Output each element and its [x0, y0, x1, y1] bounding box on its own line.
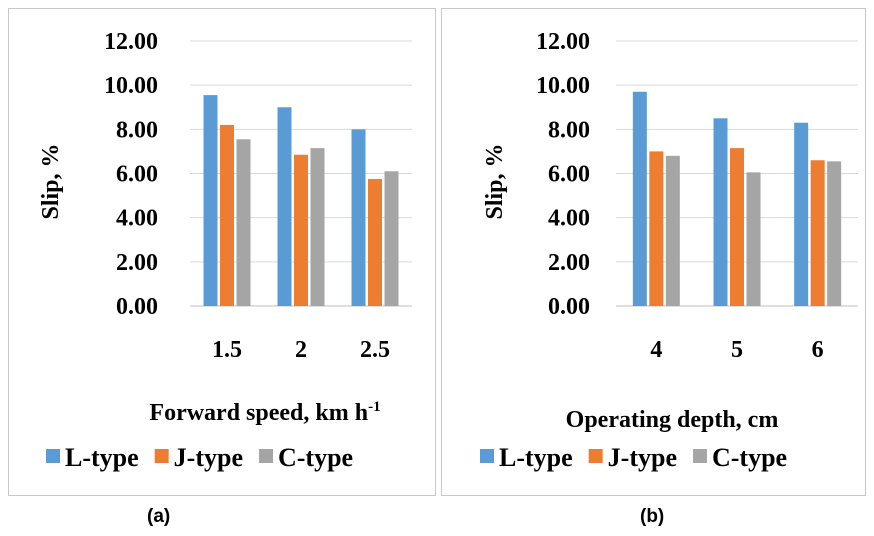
y-tick-label: 10.00 [104, 73, 158, 99]
y-tick-label: 0.00 [116, 294, 158, 320]
legend-label: J-type [174, 443, 243, 472]
bar-j-type [810, 160, 825, 306]
x-category-label: 2.5 [360, 337, 390, 363]
x-category-label: 4 [650, 337, 662, 363]
bar-c-type [236, 139, 251, 306]
y-tick-label: 12.00 [104, 29, 158, 55]
legend-swatch-c-type [693, 449, 707, 463]
y-tick-label: 8.00 [548, 117, 590, 143]
x-axis-title: Forward speed, km h-1 [149, 399, 380, 426]
y-tick-label: 2.00 [548, 250, 590, 276]
y-tick-label: 2.00 [116, 250, 158, 276]
bar-c-type [310, 148, 325, 306]
bar-c-type [746, 172, 761, 306]
x-category-label: 1.5 [212, 337, 242, 363]
y-axis-title: Slip, % [482, 143, 508, 219]
x-axis-title: Operating depth, cm [566, 407, 779, 433]
bar-l-type [351, 129, 366, 306]
bar-j-type [294, 154, 308, 306]
legend-swatch-j-type [588, 449, 603, 463]
y-tick-label: 10.00 [536, 73, 590, 99]
y-axis-title: Slip, % [38, 143, 64, 219]
legend-swatch-j-type [154, 449, 169, 463]
legend-swatch-l-type [46, 449, 60, 463]
bar-l-type [203, 95, 218, 307]
x-category-label: 6 [812, 337, 824, 363]
bar-j-type [220, 124, 234, 307]
y-tick-label: 6.00 [116, 162, 158, 188]
bar-j-type [730, 148, 744, 306]
legend-label: C-type [278, 443, 353, 472]
bar-l-type [713, 118, 728, 307]
bar-c-type [827, 161, 842, 306]
y-tick-label: 0.00 [548, 294, 590, 320]
x-category-label: 2 [295, 337, 307, 363]
y-tick-label: 12.00 [536, 29, 590, 55]
y-tick-label: 4.00 [116, 206, 158, 232]
y-tick-label: 6.00 [548, 162, 590, 188]
legend-swatch-l-type [480, 449, 494, 463]
bar-c-type [384, 171, 399, 306]
bar-l-type [794, 122, 809, 306]
bar-l-type [277, 107, 292, 306]
legend-label: C-type [712, 443, 787, 472]
bar-l-type [632, 91, 647, 307]
bar-j-type [649, 151, 664, 306]
bar-c-type [665, 155, 680, 306]
bar-j-type [368, 179, 382, 306]
y-tick-label: 8.00 [116, 117, 158, 143]
legend-label: J-type [608, 443, 677, 472]
panel-label-a: (a) [147, 506, 171, 527]
legend-swatch-c-type [259, 449, 273, 463]
panel-label-b: (b) [640, 506, 665, 527]
x-category-label: 5 [731, 337, 743, 363]
legend-label: L-type [65, 443, 139, 472]
y-tick-label: 4.00 [548, 206, 590, 232]
legend-label: L-type [499, 443, 573, 472]
